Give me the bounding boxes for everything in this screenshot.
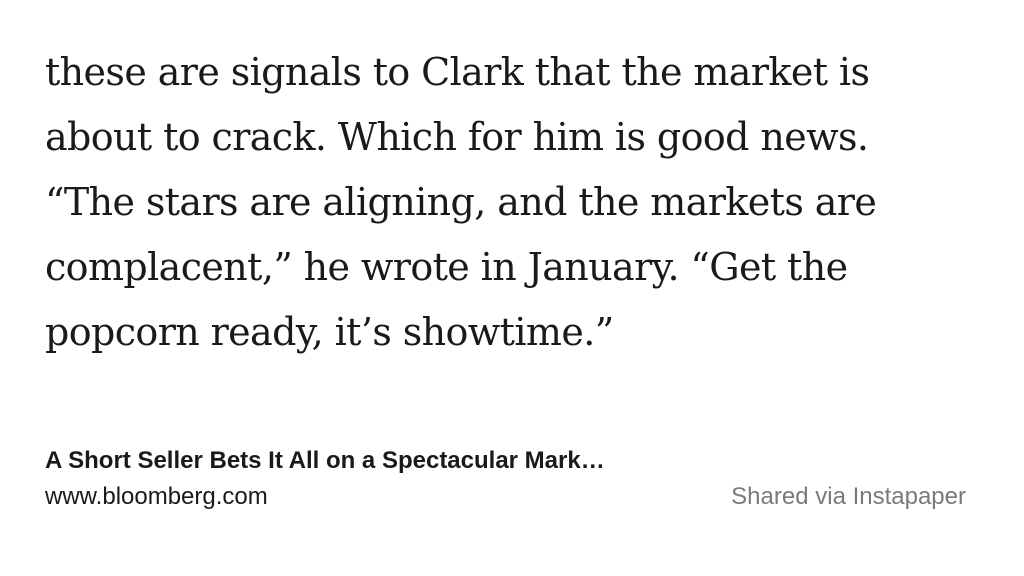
quote-line: “The stars are aligning, and the markets… — [45, 180, 877, 224]
shared-via-label: Shared via Instapaper — [731, 483, 966, 510]
quote-line: popcorn ready, it’s showtime.” — [45, 310, 614, 354]
quote-line: complacent,” he wrote in January. “Get t… — [45, 245, 848, 289]
source-domain-link[interactable]: www.bloomberg.com — [45, 483, 268, 510]
quote-line: these are signals to Clark that the mark… — [45, 50, 870, 94]
article-title-link[interactable]: A Short Seller Bets It All on a Spectacu… — [45, 447, 605, 474]
quote-line: about to crack. Which for him is good ne… — [45, 115, 869, 159]
highlighted-quote: these are signals to Clark that the mark… — [45, 40, 995, 365]
